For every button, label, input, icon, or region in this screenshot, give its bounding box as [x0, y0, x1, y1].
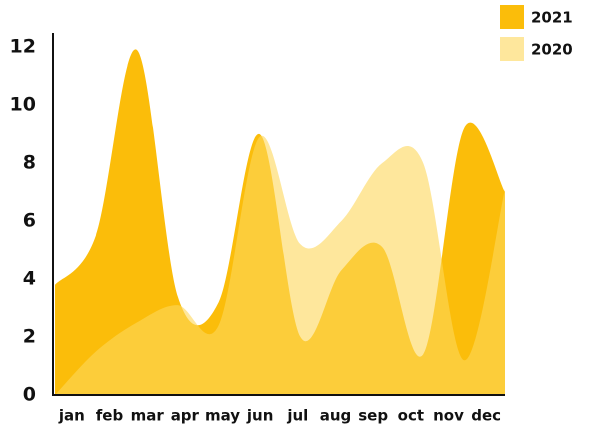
x-tick-label: aug — [320, 407, 352, 425]
legend-label: 2020 — [531, 41, 573, 59]
x-tick-label: oct — [398, 407, 424, 425]
x-tick-label: apr — [171, 407, 200, 425]
legend-label: 2021 — [531, 9, 573, 27]
x-tick-label: jan — [58, 407, 85, 425]
y-tick-label: 6 — [23, 210, 36, 232]
x-tick-label: sep — [358, 407, 388, 425]
x-tick-label: jul — [286, 407, 308, 425]
x-tick-label: nov — [433, 407, 464, 425]
x-tick-label: may — [205, 407, 240, 425]
x-tick-label: jun — [246, 407, 274, 425]
y-tick-label: 12 — [10, 36, 36, 58]
legend-swatch — [500, 5, 524, 29]
y-tick-label: 10 — [10, 94, 36, 116]
y-tick-label: 0 — [23, 384, 36, 406]
x-tick-label: mar — [131, 407, 165, 425]
x-tick-label: feb — [96, 407, 124, 425]
x-tick-label: dec — [471, 407, 501, 425]
plot-area — [55, 49, 505, 395]
y-tick-label: 2 — [23, 326, 36, 348]
legend-swatch — [500, 37, 524, 61]
y-tick-label: 8 — [23, 152, 36, 174]
area — [55, 135, 505, 395]
y-tick-label: 4 — [23, 268, 36, 290]
